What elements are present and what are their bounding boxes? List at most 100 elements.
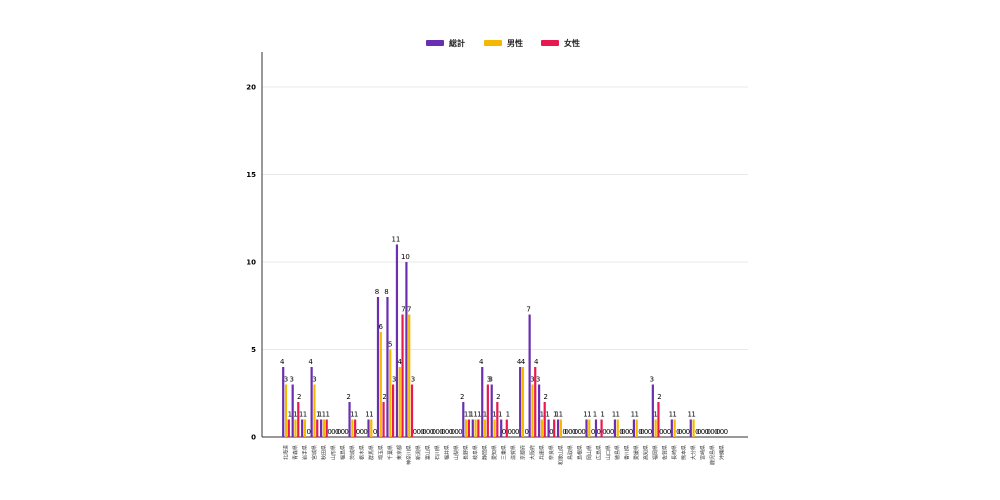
x-tick-label: 秋田県 (320, 445, 327, 460)
gridlines (262, 86, 748, 350)
data-label: 0 (562, 428, 566, 436)
data-label: 1 (555, 411, 559, 419)
data-label: 1 (316, 411, 320, 419)
x-tick-label: 徳島県 (614, 445, 621, 460)
data-label: 0 (724, 428, 728, 436)
x-tick-label: 鳥取県 (567, 445, 574, 460)
data-label: 4 (280, 358, 285, 366)
data-label: 0 (597, 428, 601, 436)
bar-女性-愛知県 (496, 402, 499, 437)
data-label: 3 (488, 376, 492, 384)
data-label: 0 (549, 428, 553, 436)
y-tick-label: 0 (251, 434, 256, 442)
bar-女性-岐阜県 (477, 419, 480, 437)
data-label: 1 (653, 411, 657, 419)
bar-総計-三重県 (500, 419, 503, 437)
bar-総計-群馬県 (367, 419, 370, 437)
x-tick-label: 大分県 (690, 445, 697, 460)
x-tick-label: 千葉県 (387, 445, 394, 460)
legend-item[interactable]: 女性 (541, 38, 580, 48)
data-label: 3 (536, 376, 540, 384)
x-tick-label: 広島県 (595, 445, 602, 460)
data-label: 4 (521, 358, 526, 366)
data-label: 1 (325, 411, 329, 419)
bar-男性-神奈川県 (408, 314, 411, 437)
data-label: 0 (621, 428, 625, 436)
legend-item[interactable]: 男性 (484, 38, 523, 48)
data-label: 1 (553, 411, 557, 419)
legend-item[interactable]: 総計 (426, 38, 465, 48)
data-label: 0 (426, 428, 430, 436)
bar-女性-北海道 (287, 419, 290, 437)
bar-総計-岐阜県 (471, 419, 474, 437)
data-label: 3 (289, 376, 293, 384)
bar-総計-福岡県 (651, 384, 654, 437)
bar-総計-北海道 (282, 367, 285, 437)
x-tick-label: 山口県 (605, 445, 612, 460)
bar-男性-埼玉県 (379, 332, 382, 437)
bar-総計-神奈川県 (405, 262, 408, 437)
data-label: 1 (473, 411, 477, 419)
data-label: 1 (545, 411, 549, 419)
data-label: 4 (534, 358, 539, 366)
data-label: 0 (629, 428, 633, 436)
data-label: 1 (593, 411, 597, 419)
data-label: 0 (413, 428, 417, 436)
data-label: 1 (631, 411, 635, 419)
data-label: 3 (411, 376, 415, 384)
bar-男性-宮城県 (313, 384, 316, 437)
data-label: 0 (337, 428, 341, 436)
x-tick-label: 鹿児島県 (709, 445, 716, 465)
data-label: 1 (477, 411, 481, 419)
data-label: 1 (299, 411, 303, 419)
data-label: 0 (602, 428, 606, 436)
data-label: 0 (572, 428, 576, 436)
bar-男性-北海道 (284, 384, 288, 437)
data-label: 0 (697, 428, 701, 436)
data-label: 0 (373, 428, 377, 436)
bar-総計-愛知県 (490, 384, 493, 437)
data-label: 0 (667, 428, 671, 436)
x-tick-label: 岐阜県 (472, 445, 479, 460)
data-label: 1 (288, 411, 292, 419)
x-tick-label: 長野県 (463, 445, 470, 460)
y-tick-label: 10 (246, 259, 256, 267)
data-label: 8 (384, 288, 388, 296)
data-label: 0 (574, 428, 578, 436)
bar-総計-兵庫県 (538, 384, 541, 437)
bar-男性-兵庫県 (540, 419, 544, 437)
x-tick-label: 新潟県 (415, 445, 422, 460)
x-tick-label: 和歌山県 (557, 445, 564, 465)
data-label: 10 (401, 253, 410, 261)
data-label: 1 (559, 411, 563, 419)
data-label: 1 (506, 411, 510, 419)
data-label: 0 (686, 428, 690, 436)
data-label: 1 (498, 411, 502, 419)
data-label: 0 (564, 428, 568, 436)
x-tick-label: 福島県 (339, 445, 346, 460)
bar-男性-岐阜県 (474, 419, 477, 437)
data-label: 8 (375, 288, 379, 296)
x-tick-label: 愛知県 (491, 445, 498, 460)
data-label: 3 (487, 376, 491, 384)
data-label: 2 (460, 393, 464, 401)
data-label: 0 (578, 428, 582, 436)
x-tick-label: 熊本県 (681, 445, 688, 460)
data-label: 6 (379, 323, 384, 331)
x-tick-label: 滋賀県 (510, 445, 517, 460)
x-tick-label: 愛媛県 (633, 445, 640, 460)
data-label: 0 (307, 428, 311, 436)
data-label: 0 (341, 428, 345, 436)
bars (282, 244, 695, 437)
data-label: 1 (464, 411, 468, 419)
data-label: 0 (648, 428, 652, 436)
data-label: 0 (432, 428, 436, 436)
data-label: 7 (526, 306, 530, 314)
data-label: 0 (663, 428, 667, 436)
data-label: 0 (331, 428, 335, 436)
x-tick-label: 宮城県 (311, 445, 318, 460)
bar-総計-岩手県 (301, 419, 304, 437)
data-label: 2 (543, 393, 547, 401)
